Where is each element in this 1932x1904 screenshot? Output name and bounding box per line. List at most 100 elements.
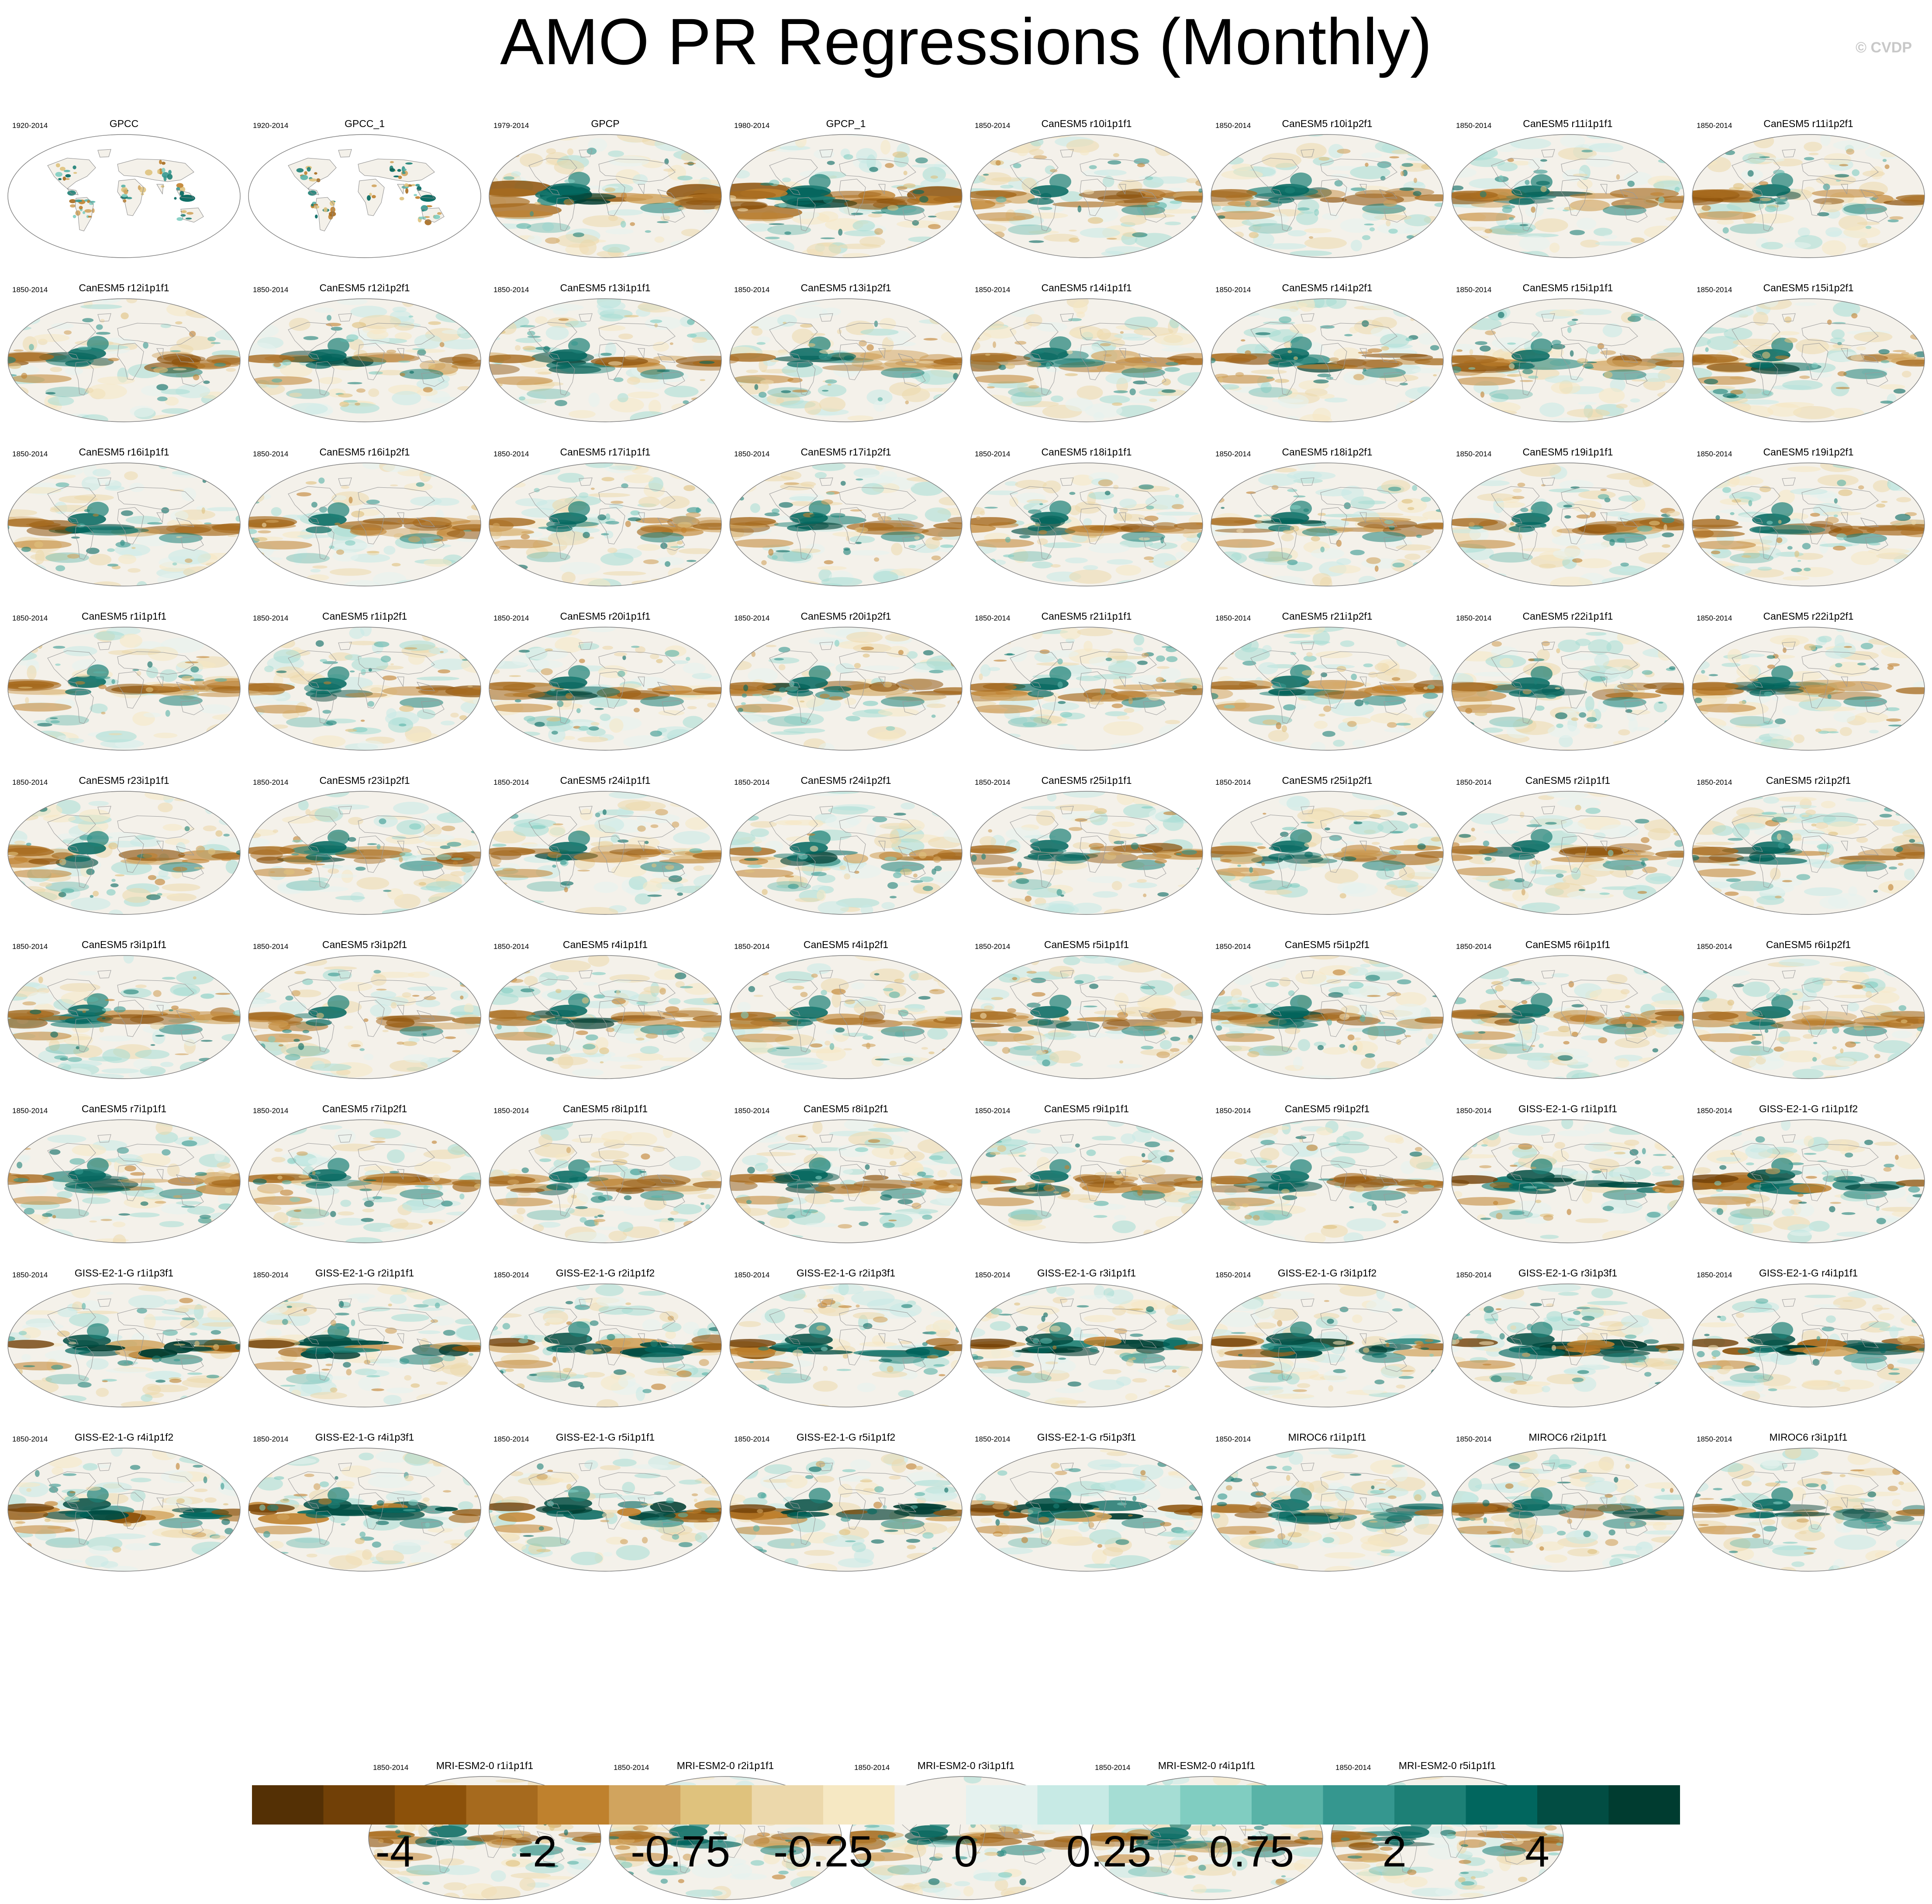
panel-title: GPCC	[6, 118, 242, 130]
panel-map	[969, 1446, 1204, 1573]
panel-title: GPCP	[487, 118, 723, 130]
panel-map	[1209, 954, 1445, 1080]
panel-map	[1209, 297, 1445, 424]
panel-map	[1450, 790, 1686, 916]
colorbar-swatch	[680, 1785, 752, 1825]
panel-map	[6, 954, 242, 1080]
panel-map	[728, 1446, 964, 1573]
panel-map	[1690, 133, 1926, 259]
panel-map	[1450, 954, 1686, 1080]
panel-title: CanESM5 r15i1p1f1	[1450, 282, 1686, 294]
panel-map	[728, 461, 964, 588]
colorbar-tick-label: -0.75	[631, 1825, 730, 1878]
panel-title: CanESM5 r4i1p1f1	[487, 939, 723, 951]
panel-title: GISS-E2-1-G r4i1p1f1	[1690, 1267, 1926, 1279]
panel-title: GISS-E2-1-G r2i1p1f2	[487, 1267, 723, 1279]
panel-title: CanESM5 r10i1p2f1	[1209, 118, 1445, 130]
colorbar-tick-label: -4	[376, 1825, 414, 1878]
panel-title: CanESM5 r5i1p1f1	[969, 939, 1204, 951]
panel-title: CanESM5 r9i1p2f1	[1209, 1103, 1445, 1115]
panel-title: CanESM5 r9i1p1f1	[969, 1103, 1204, 1115]
panel-title: CanESM5 r16i1p1f1	[6, 446, 242, 458]
colorbar-swatch	[324, 1785, 395, 1825]
panel-map	[728, 954, 964, 1080]
colorbar-tick-label: 4	[1525, 1825, 1549, 1878]
panel-title: CanESM5 r6i1p2f1	[1690, 939, 1926, 951]
panel-title: CanESM5 r2i1p1f1	[1450, 775, 1686, 786]
panel-map	[6, 1118, 242, 1245]
panel-title: GISS-E2-1-G r5i1p1f1	[487, 1431, 723, 1443]
panel-map	[247, 1282, 483, 1409]
panel-title: CanESM5 r23i1p2f1	[247, 775, 483, 786]
panel-map	[1209, 625, 1445, 752]
panel-map	[487, 297, 723, 424]
panel-map	[969, 133, 1204, 259]
panel-title: MRI-ESM2-0 r2i1p1f1	[607, 1760, 843, 1772]
panel-title: MRI-ESM2-0 r3i1p1f1	[848, 1760, 1084, 1772]
panel-map	[969, 1118, 1204, 1245]
panel-title: CanESM5 r19i1p1f1	[1450, 446, 1686, 458]
panel-map	[1450, 461, 1686, 588]
panel-title: GISS-E2-1-G r3i1p1f1	[969, 1267, 1204, 1279]
panel-map	[6, 133, 242, 259]
panel-map	[1690, 1282, 1926, 1409]
panel-map	[487, 790, 723, 916]
panel-title: CanESM5 r11i1p2f1	[1690, 118, 1926, 130]
panel-map	[487, 1118, 723, 1245]
panel-title: CanESM5 r23i1p1f1	[6, 775, 242, 786]
colorbar-swatch	[966, 1785, 1038, 1825]
panel-map	[1690, 1118, 1926, 1245]
panel-title: MRI-ESM2-0 r1i1p1f1	[367, 1760, 603, 1772]
panel-map	[6, 297, 242, 424]
panel-title: CanESM5 r13i1p1f1	[487, 282, 723, 294]
panel-title: GISS-E2-1-G r5i1p3f1	[969, 1431, 1204, 1443]
panel-map	[6, 1282, 242, 1409]
panel-map	[1450, 133, 1686, 259]
colorbar-swatch	[1180, 1785, 1252, 1825]
panel-title: CanESM5 r12i1p1f1	[6, 282, 242, 294]
panel-map	[728, 625, 964, 752]
panel-title: GPCC_1	[247, 118, 483, 130]
panel-map	[1450, 1118, 1686, 1245]
panel-title: CanESM5 r7i1p1f1	[6, 1103, 242, 1115]
panel-map	[247, 297, 483, 424]
panel-title: MRI-ESM2-0 r4i1p1f1	[1089, 1760, 1325, 1772]
panel-title: CanESM5 r20i1p2f1	[728, 611, 964, 622]
panel-title: CanESM5 r3i1p1f1	[6, 939, 242, 951]
panel-title: GISS-E2-1-G r4i1p3f1	[247, 1431, 483, 1443]
panel-title: CanESM5 r19i1p2f1	[1690, 446, 1926, 458]
panel-map	[487, 133, 723, 259]
colorbar-tick-label: -0.25	[773, 1825, 873, 1878]
panel-map	[969, 1282, 1204, 1409]
panel-title: CanESM5 r4i1p2f1	[728, 939, 964, 951]
panel-map	[1209, 790, 1445, 916]
panel-title: GISS-E2-1-G r2i1p3f1	[728, 1267, 964, 1279]
colorbar-swatch	[466, 1785, 538, 1825]
